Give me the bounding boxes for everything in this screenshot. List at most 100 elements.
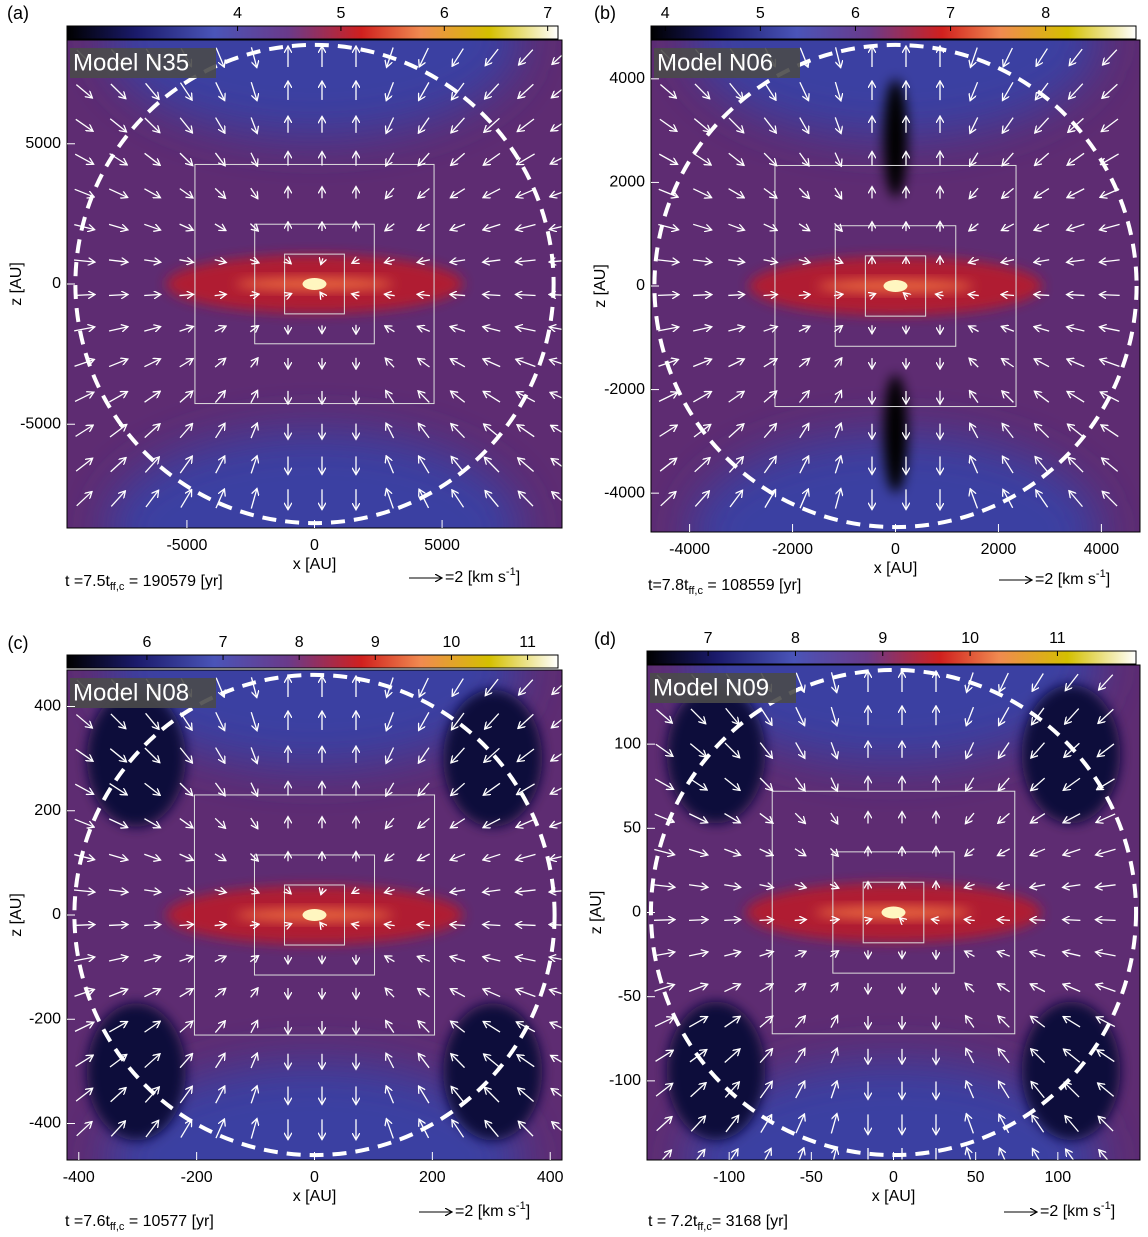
y-tick-label: 0 [636, 277, 645, 294]
velocity-arrow [250, 457, 257, 474]
velocity-arrow [387, 490, 394, 509]
velocity-arrow [451, 223, 466, 230]
velocity-arrow [386, 391, 395, 404]
velocity-arrow [516, 295, 536, 296]
x-tick-label: 50 [967, 1169, 985, 1186]
velocity-arrow [1036, 491, 1049, 508]
x-axis-title: x [AU] [872, 1188, 916, 1205]
time-label-part: = 108559 [yr] [703, 577, 801, 594]
velocity-arrow [969, 260, 979, 263]
velocity-arrow [1035, 295, 1050, 296]
velocity-arrow [179, 152, 192, 165]
velocity-arrow [1003, 457, 1014, 474]
colorbar-tick-label: 9 [371, 634, 380, 651]
velocity-arrow [418, 223, 430, 230]
velocity-arrow [144, 957, 159, 961]
velocity-arrow [725, 707, 739, 723]
velocity-arrow [728, 458, 742, 473]
velocity-arrow [830, 1049, 837, 1064]
velocity-arrow [518, 1089, 535, 1102]
time-label-part: ff,c [110, 1221, 125, 1233]
velocity-arrow [728, 295, 743, 296]
velocity-arrow [999, 1049, 1010, 1064]
y-tick-label: 200 [34, 802, 61, 819]
velocity-arrow [387, 677, 394, 697]
time-label-part: t =7.5t [65, 573, 110, 590]
velocity-arrow [75, 748, 92, 760]
velocity-arrow [1032, 1082, 1045, 1099]
velocity-arrow [108, 188, 127, 197]
velocity-arrow [452, 117, 465, 132]
velocity-arrow [452, 1121, 465, 1138]
velocity-arrow [214, 924, 226, 925]
velocity-arrow [759, 742, 772, 758]
model-label: Model N09 [653, 674, 769, 701]
velocity-arrow [551, 154, 562, 163]
velocity-arrow [214, 260, 226, 263]
velocity-arrow [249, 294, 258, 296]
velocity-arrow [75, 1056, 93, 1067]
velocity-arrow [936, 294, 944, 295]
velocity-arrow [1031, 1017, 1046, 1028]
velocity-arrow [688, 848, 707, 855]
velocity-arrow [144, 782, 160, 794]
velocity-arrow [690, 1083, 706, 1098]
velocity-arrow [1101, 153, 1119, 164]
velocity-arrow [249, 956, 258, 961]
velocity-arrow [1103, 49, 1118, 65]
velocity-arrow [1064, 813, 1081, 823]
velocity-arrow [418, 924, 430, 925]
velocity-arrow [1035, 424, 1050, 439]
velocity-arrow [109, 392, 126, 403]
velocity-arrow [1031, 1049, 1046, 1063]
colorbar-tick-label: 4 [661, 5, 670, 22]
arrow-label-part: =2 [km s [455, 1203, 516, 1220]
velocity-arrow [144, 1022, 160, 1033]
arrow-label-part: =2 [km s [1040, 1203, 1101, 1220]
velocity-arrow [970, 424, 979, 439]
velocity-arrow [759, 848, 773, 855]
velocity-arrow [830, 812, 837, 823]
velocity-arrow [834, 457, 840, 474]
disk-core [881, 906, 906, 919]
velocity-arrow [250, 989, 258, 998]
y-axis-title: z [AU] [8, 893, 25, 937]
nested-grid-box [284, 253, 345, 315]
disk-core [302, 909, 327, 921]
velocity-arrow [353, 889, 359, 893]
velocity-arrow [386, 326, 395, 331]
velocity-arrow [1098, 743, 1115, 756]
velocity-arrow [834, 187, 841, 198]
velocity-arrow [653, 920, 674, 921]
velocity-arrow [419, 187, 430, 197]
velocity-arrow [904, 293, 908, 296]
velocity-arrow [694, 492, 708, 507]
velocity-arrow [1068, 152, 1085, 164]
velocity-arrow [693, 188, 710, 197]
velocity-arrow [215, 677, 224, 696]
velocity-arrow [760, 1115, 771, 1133]
velocity-arrow [419, 1120, 430, 1139]
velocity-arrow [1103, 492, 1118, 507]
cavity [666, 1001, 766, 1141]
velocity-arrow [214, 1054, 225, 1069]
panel-label: (a) [7, 3, 29, 23]
velocity-arrow [387, 47, 394, 67]
x-tick-label: -2000 [772, 541, 813, 558]
x-tick-label: -400 [63, 1169, 95, 1186]
polar-cavity [883, 374, 908, 493]
velocity-arrow [763, 187, 776, 197]
velocity-arrow [385, 890, 395, 893]
velocity-arrow [799, 424, 809, 439]
velocity-arrow [1065, 742, 1080, 756]
velocity-arrow [109, 118, 126, 132]
velocity-arrow [485, 83, 500, 99]
velocity-arrow [386, 747, 395, 762]
arrow-label-part: -1 [506, 566, 516, 578]
velocity-arrow [108, 294, 127, 295]
velocity-arrow [452, 712, 465, 729]
velocity-arrow [1068, 327, 1085, 331]
velocity-arrow [794, 777, 804, 790]
velocity-arrow [144, 925, 160, 926]
velocity-arrow [519, 83, 534, 97]
